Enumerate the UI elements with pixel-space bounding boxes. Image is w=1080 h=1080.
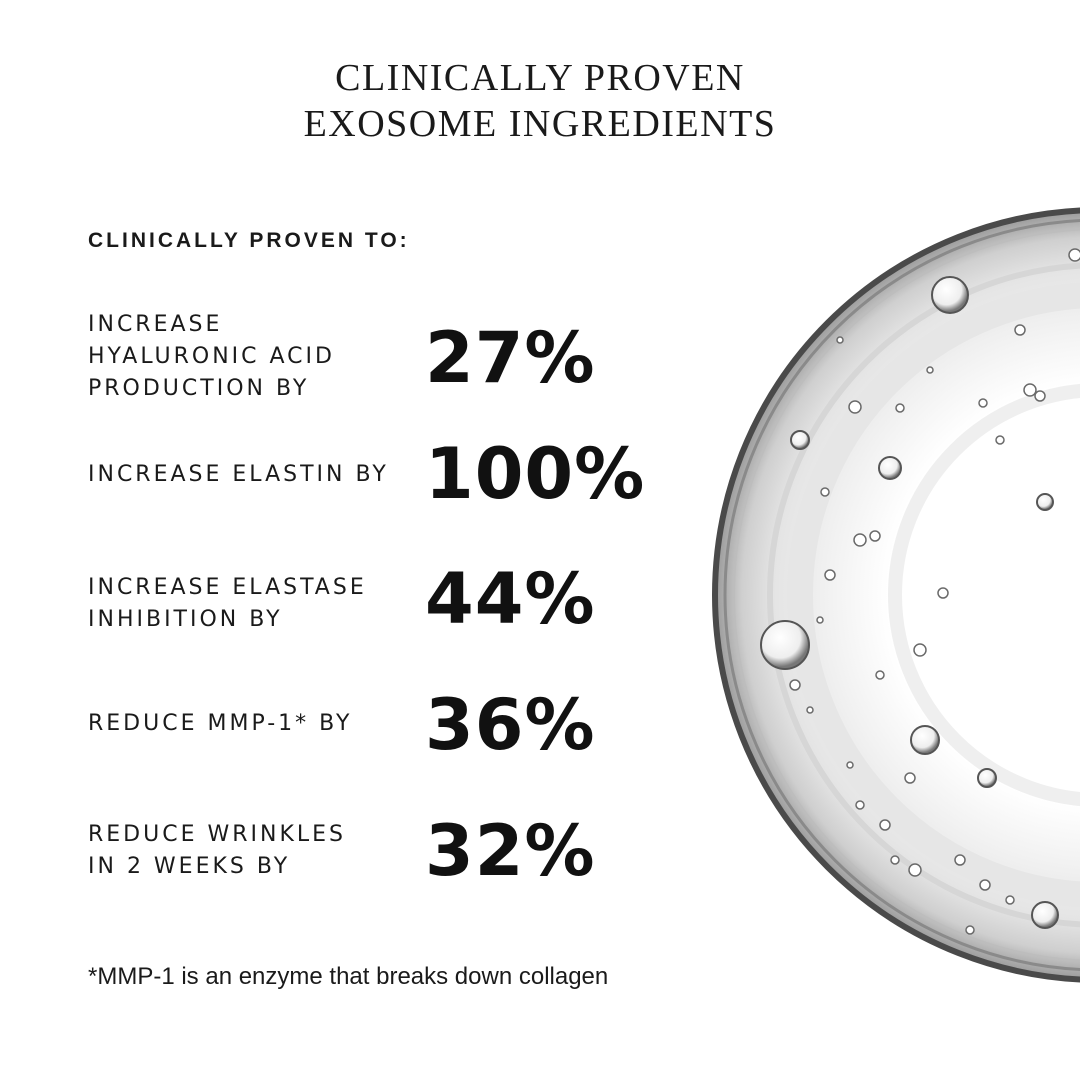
section-subheading: CLINICALLY PROVEN TO: — [88, 229, 410, 252]
stat-label-mmp1: REDUCE MMP-1* BY — [88, 711, 353, 736]
stat-value-wrinkles: 32% — [425, 810, 596, 892]
footnote: *MMP-1 is an enzyme that breaks down col… — [88, 963, 609, 990]
stat-value-hyaluronic: 27% — [425, 317, 596, 399]
serum-droplet-image — [712, 207, 1080, 983]
stat-label-elastin: INCREASE ELASTIN BY — [88, 462, 389, 487]
stat-value-elastin: 100% — [425, 433, 646, 515]
stat-value-mmp1: 36% — [425, 684, 596, 766]
title-line-2: EXOSOME INGREDIENTS — [303, 103, 777, 145]
stat-label-elastase: INCREASE ELASTASE INHIBITION BY — [88, 575, 367, 632]
stat-value-elastase: 44% — [425, 558, 596, 640]
title-line-1: CLINICALLY PROVEN — [335, 57, 745, 99]
stat-label-wrinkles: REDUCE WRINKLES IN 2 WEEKS BY — [88, 822, 347, 879]
page-title: CLINICALLY PROVEN EXOSOME INGREDIENTS — [0, 55, 1080, 147]
stat-label-hyaluronic: INCREASE HYALURONIC ACID PRODUCTION BY — [88, 312, 335, 401]
